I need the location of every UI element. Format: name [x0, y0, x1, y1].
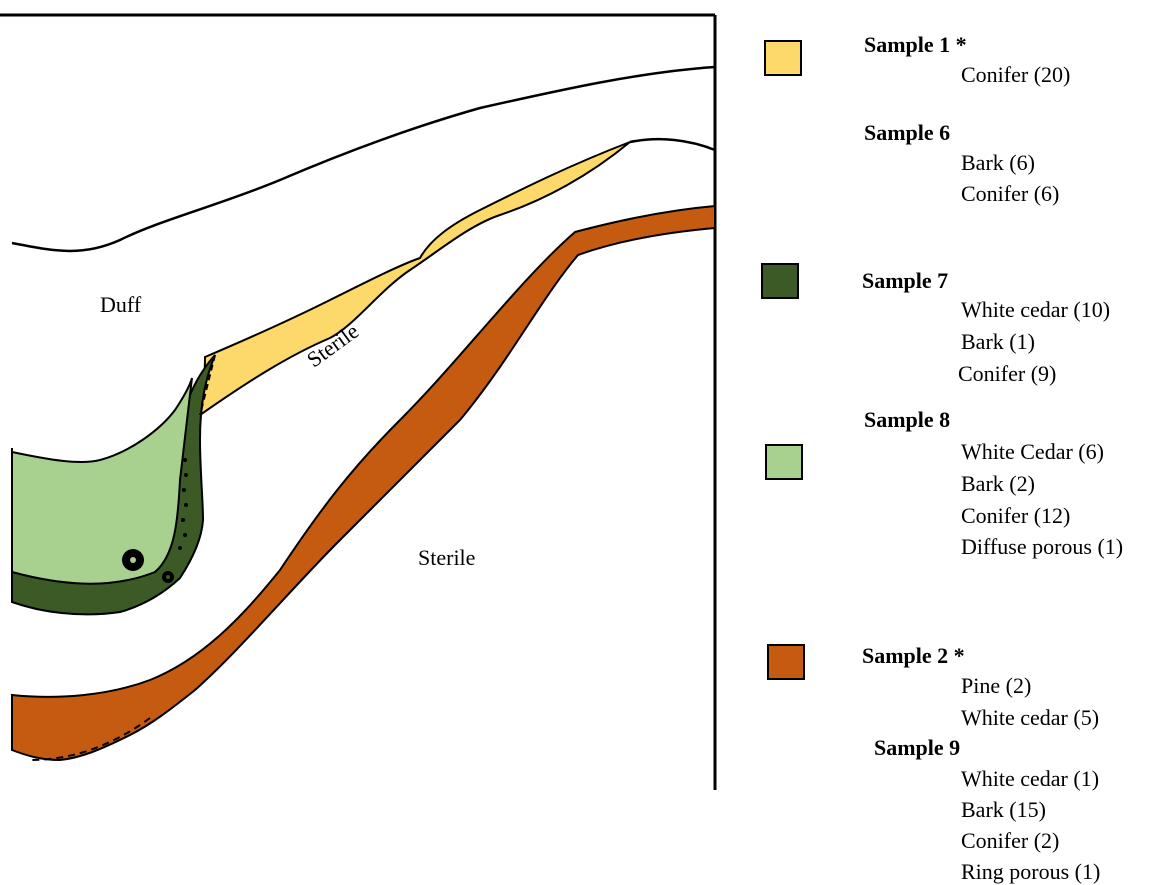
rock-small-inner	[166, 575, 170, 579]
sample-entry: Diffuse porous (1)	[961, 534, 1124, 559]
sample-title: Sample 2 *	[862, 643, 965, 668]
light-green-layer	[11, 377, 193, 585]
sample-entry: Bark (2)	[961, 471, 1035, 496]
sample-entry: Bark (1)	[961, 329, 1035, 354]
dashed-edge-green	[199, 354, 216, 416]
soil-profile-drawing	[0, 13, 717, 790]
sample-title: Sample 1 *	[864, 32, 967, 57]
dashed-edge-orange	[29, 717, 151, 761]
duff-boundary-line	[11, 65, 716, 253]
rock-large-inner	[130, 557, 136, 563]
yellow-layer	[198, 141, 631, 418]
sample-entry: Conifer (2)	[961, 828, 1060, 853]
sample-entry: White Cedar (6)	[961, 439, 1104, 464]
sample-entry: White cedar (5)	[961, 705, 1100, 730]
sample-entry: Ring porous (1)	[961, 859, 1101, 884]
sample-entry: White cedar (1)	[961, 766, 1100, 791]
sample-entry: White cedar (10)	[961, 297, 1111, 322]
sample-title: Sample 7	[862, 268, 949, 293]
legend-swatch-dark-green	[761, 263, 799, 299]
sample-title: Sample 8	[864, 407, 951, 432]
sterile-lower-label: Sterile	[418, 545, 476, 570]
charcoal-dots	[178, 458, 188, 550]
orange-layer	[11, 204, 716, 762]
sample-entry: Bark (15)	[961, 797, 1046, 822]
upper-sterile-boundary	[629, 137, 716, 152]
sample-entry: Conifer (20)	[961, 62, 1071, 87]
sample-title: Sample 9	[874, 735, 961, 760]
sample-entry: Pine (2)	[961, 673, 1032, 698]
legend-swatch-yellow	[764, 40, 802, 76]
legend-swatch-orange	[767, 644, 805, 680]
sample-entry: Conifer (6)	[961, 181, 1060, 206]
sample-title: Sample 6	[864, 120, 951, 145]
sample-entry: Conifer (12)	[961, 503, 1071, 528]
duff-label: Duff	[100, 292, 142, 317]
sample-entry: Conifer (9)	[958, 361, 1057, 386]
legend-swatch-light-green	[765, 444, 803, 480]
sample-entry: Bark (6)	[961, 150, 1035, 175]
